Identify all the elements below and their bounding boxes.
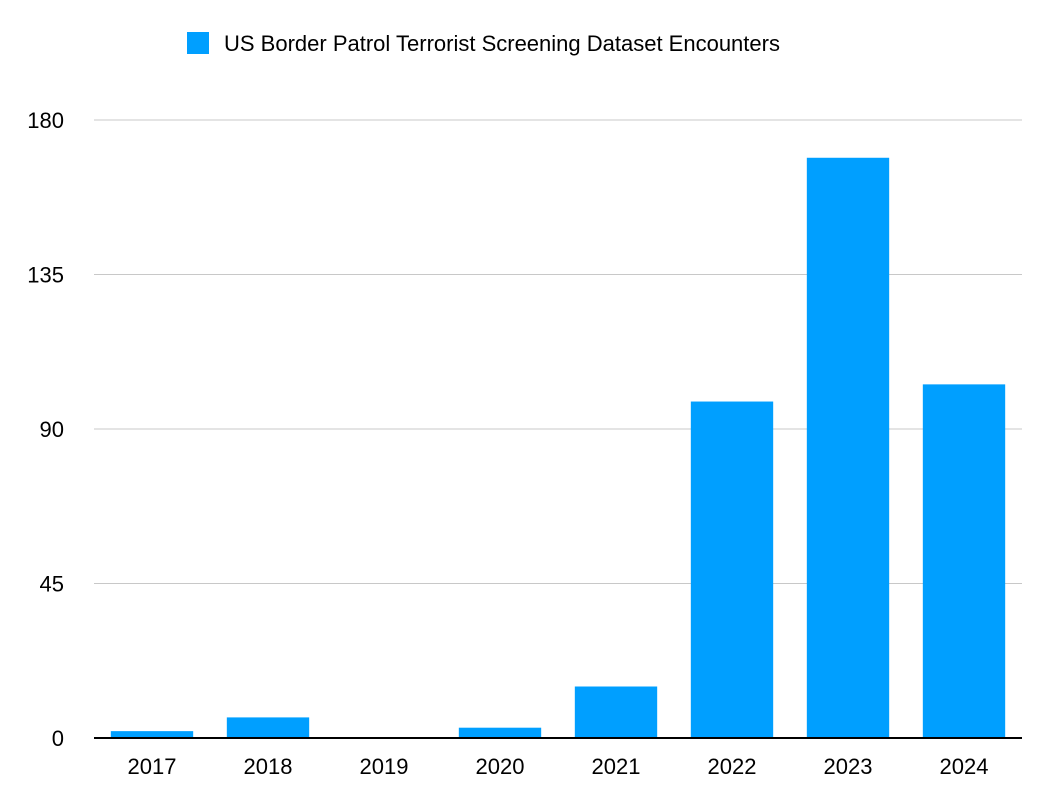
y-tick-label: 45 [40, 572, 64, 597]
y-tick-label: 90 [40, 417, 64, 442]
x-axis-tick-labels: 2017 2018 2019 2020 2021 2022 2023 2024 [128, 754, 989, 779]
legend-label: US Border Patrol Terrorist Screening Dat… [224, 31, 780, 56]
y-tick-label: 180 [27, 108, 64, 133]
bar-2023 [806, 157, 890, 738]
y-tick-label: 135 [27, 263, 64, 288]
bar-2018 [226, 717, 310, 738]
x-tick-label: 2021 [592, 754, 641, 779]
x-tick-label: 2022 [708, 754, 757, 779]
bars [110, 157, 1006, 738]
bar-2024 [922, 384, 1006, 738]
x-tick-label: 2018 [244, 754, 293, 779]
x-tick-label: 2023 [824, 754, 873, 779]
x-tick-label: 2019 [360, 754, 409, 779]
x-tick-label: 2017 [128, 754, 177, 779]
x-tick-label: 2020 [476, 754, 525, 779]
y-axis-tick-labels: 0 45 90 135 180 [27, 108, 64, 751]
bar-2021 [574, 686, 658, 738]
legend-swatch [187, 32, 209, 54]
legend: US Border Patrol Terrorist Screening Dat… [187, 31, 780, 56]
bar-2020 [458, 727, 542, 738]
x-tick-label: 2024 [940, 754, 989, 779]
bar-2022 [690, 401, 774, 738]
bar-2017 [110, 731, 194, 738]
y-tick-label: 0 [52, 726, 64, 751]
